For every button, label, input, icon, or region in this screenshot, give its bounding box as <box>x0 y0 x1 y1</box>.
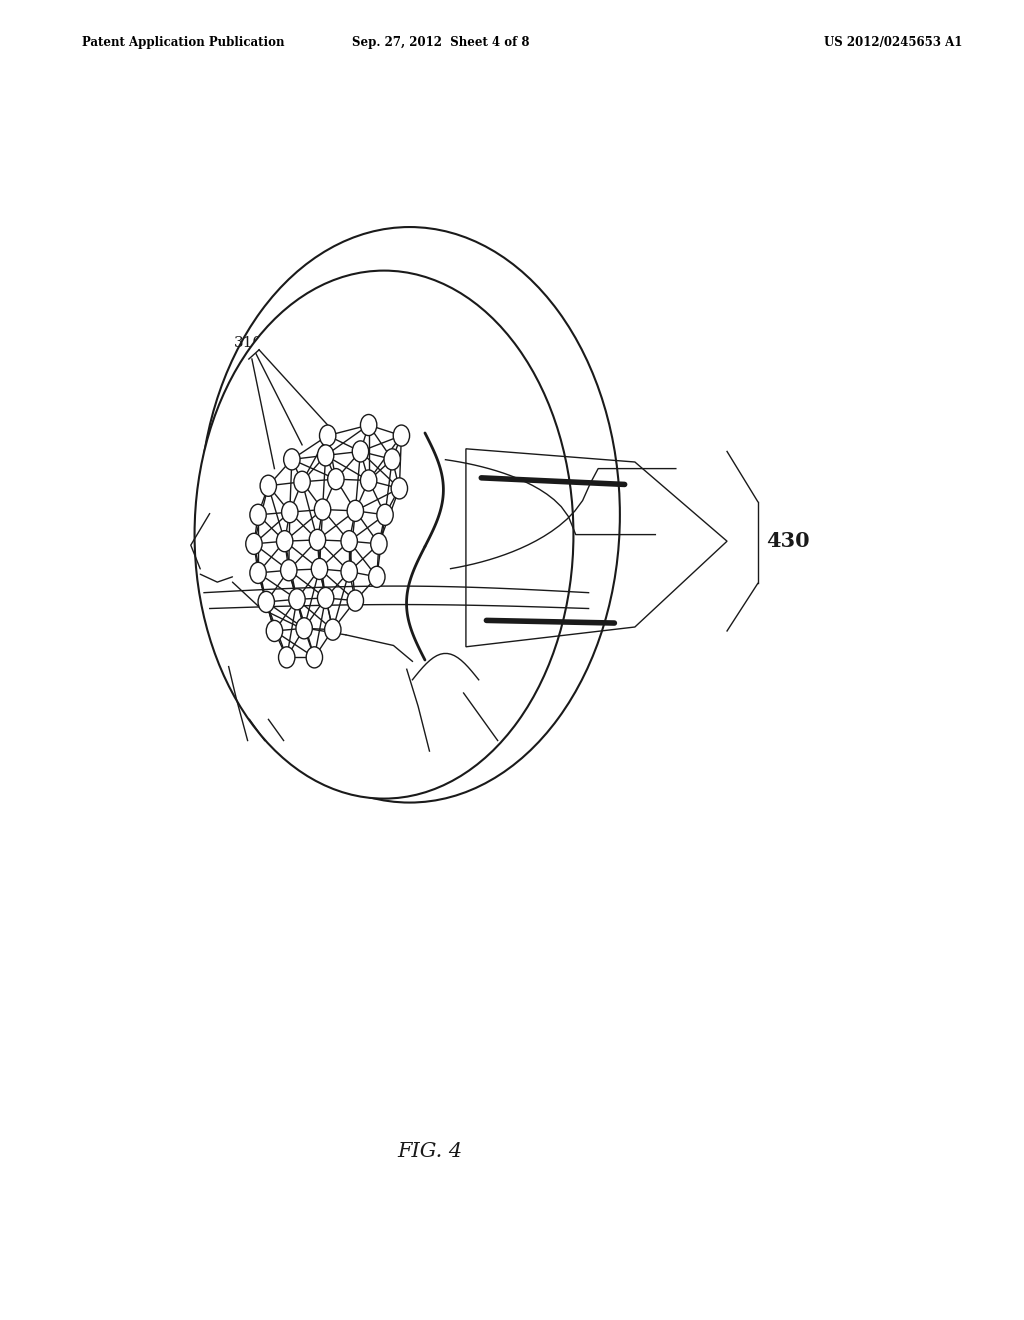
Circle shape <box>281 560 297 581</box>
Circle shape <box>347 500 364 521</box>
Circle shape <box>347 590 364 611</box>
Circle shape <box>371 533 387 554</box>
Text: Patent Application Publication: Patent Application Publication <box>82 36 285 49</box>
Circle shape <box>246 533 262 554</box>
Circle shape <box>282 502 298 523</box>
Circle shape <box>369 566 385 587</box>
Circle shape <box>311 558 328 579</box>
Circle shape <box>314 499 331 520</box>
Ellipse shape <box>195 271 573 799</box>
Text: FIG. 4: FIG. 4 <box>397 1142 463 1160</box>
Circle shape <box>341 561 357 582</box>
Circle shape <box>317 445 334 466</box>
Circle shape <box>296 618 312 639</box>
Circle shape <box>393 425 410 446</box>
Circle shape <box>250 504 266 525</box>
Circle shape <box>279 647 295 668</box>
Circle shape <box>276 531 293 552</box>
Text: 310: 310 <box>233 337 262 350</box>
Circle shape <box>266 620 283 642</box>
Circle shape <box>294 471 310 492</box>
Circle shape <box>317 587 334 609</box>
Circle shape <box>258 591 274 612</box>
Circle shape <box>384 449 400 470</box>
Text: 430: 430 <box>766 531 810 552</box>
Circle shape <box>360 470 377 491</box>
Circle shape <box>341 531 357 552</box>
Circle shape <box>328 469 344 490</box>
Text: US 2012/0245653 A1: US 2012/0245653 A1 <box>824 36 963 49</box>
Circle shape <box>260 475 276 496</box>
Circle shape <box>319 425 336 446</box>
Circle shape <box>391 478 408 499</box>
Circle shape <box>250 562 266 583</box>
Circle shape <box>309 529 326 550</box>
Circle shape <box>284 449 300 470</box>
Circle shape <box>377 504 393 525</box>
Circle shape <box>289 589 305 610</box>
Circle shape <box>360 414 377 436</box>
Text: Sep. 27, 2012  Sheet 4 of 8: Sep. 27, 2012 Sheet 4 of 8 <box>351 36 529 49</box>
Circle shape <box>306 647 323 668</box>
Circle shape <box>325 619 341 640</box>
Circle shape <box>352 441 369 462</box>
